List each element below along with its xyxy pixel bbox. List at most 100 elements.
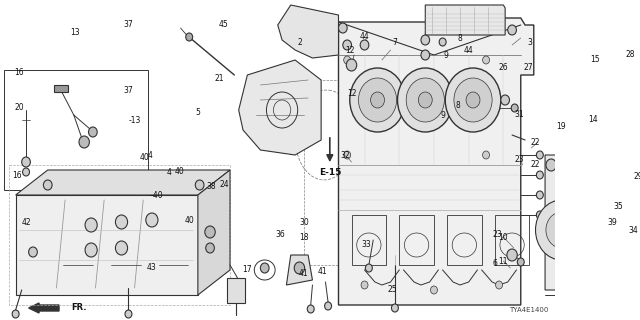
Circle shape (115, 241, 127, 255)
Text: -13: -13 (129, 116, 141, 124)
Circle shape (536, 171, 543, 179)
Text: 9: 9 (440, 110, 445, 119)
Circle shape (358, 78, 397, 122)
Circle shape (500, 95, 509, 105)
Text: 22: 22 (531, 138, 540, 147)
Circle shape (324, 302, 332, 310)
Text: 42: 42 (21, 218, 31, 227)
Bar (447, 215, 482, 265)
Circle shape (186, 33, 193, 41)
Circle shape (536, 200, 588, 260)
Bar (4, 70, 148, 190)
Circle shape (392, 304, 398, 312)
Circle shape (125, 310, 132, 318)
Text: 3: 3 (527, 37, 532, 46)
Text: 23: 23 (514, 155, 524, 164)
Text: 40: 40 (184, 215, 194, 225)
Text: 26: 26 (499, 62, 508, 71)
Circle shape (511, 104, 518, 112)
Text: 13: 13 (70, 28, 81, 36)
Circle shape (454, 78, 492, 122)
Polygon shape (15, 195, 198, 295)
Circle shape (79, 136, 90, 148)
Circle shape (445, 68, 500, 132)
Circle shape (397, 68, 453, 132)
Circle shape (536, 191, 543, 199)
Circle shape (604, 38, 612, 48)
Text: 41: 41 (299, 269, 308, 278)
Circle shape (205, 226, 215, 238)
Circle shape (146, 213, 158, 227)
Text: 12: 12 (347, 89, 356, 98)
Text: 20: 20 (14, 102, 24, 111)
Text: 37: 37 (124, 20, 133, 28)
Circle shape (350, 68, 405, 132)
Circle shape (517, 258, 524, 266)
Text: 10: 10 (499, 233, 508, 242)
Text: 40: 40 (175, 166, 184, 175)
Polygon shape (426, 5, 505, 35)
Text: 35: 35 (613, 202, 623, 211)
Text: 29: 29 (634, 172, 640, 180)
Circle shape (361, 281, 368, 289)
Polygon shape (239, 60, 321, 155)
Text: 33: 33 (362, 239, 371, 249)
Text: 5: 5 (195, 108, 200, 116)
Bar (399, 215, 434, 265)
Circle shape (85, 218, 97, 232)
Text: 37: 37 (124, 85, 133, 94)
Circle shape (546, 159, 556, 171)
Circle shape (507, 249, 517, 261)
Polygon shape (545, 155, 577, 290)
Circle shape (406, 78, 444, 122)
Text: 41: 41 (318, 267, 328, 276)
Text: 8: 8 (458, 34, 462, 43)
Text: 21: 21 (215, 74, 225, 83)
Circle shape (294, 262, 305, 274)
Polygon shape (198, 170, 230, 295)
Text: 22: 22 (531, 159, 540, 169)
Polygon shape (15, 170, 230, 195)
Text: 34: 34 (628, 226, 639, 235)
Circle shape (495, 281, 502, 289)
Circle shape (439, 38, 446, 46)
Text: –40: –40 (149, 190, 163, 199)
Text: 38: 38 (206, 181, 216, 190)
Text: 24: 24 (219, 180, 228, 188)
Text: FR.: FR. (71, 303, 86, 313)
Circle shape (44, 180, 52, 190)
Text: 36: 36 (275, 229, 285, 238)
Text: TYA4E1400: TYA4E1400 (509, 307, 548, 313)
Circle shape (344, 56, 351, 64)
Text: 16: 16 (14, 68, 24, 76)
Circle shape (22, 157, 30, 167)
Circle shape (421, 35, 429, 45)
Circle shape (29, 247, 37, 257)
Circle shape (602, 244, 612, 256)
Polygon shape (278, 5, 339, 58)
Circle shape (22, 168, 29, 176)
Circle shape (466, 92, 480, 108)
Text: 40: 40 (140, 153, 150, 162)
Circle shape (344, 151, 351, 159)
Text: 8: 8 (455, 100, 460, 109)
Text: 32: 32 (340, 150, 350, 159)
Text: 4: 4 (167, 167, 172, 177)
Text: 2: 2 (298, 37, 303, 46)
Circle shape (205, 243, 214, 253)
Text: 16: 16 (13, 171, 22, 180)
Circle shape (195, 180, 204, 190)
Circle shape (483, 151, 490, 159)
FancyArrow shape (29, 303, 59, 313)
Polygon shape (56, 185, 195, 278)
Text: 44: 44 (464, 45, 474, 54)
Circle shape (419, 92, 432, 108)
Circle shape (431, 286, 437, 294)
Bar (590, 165, 609, 225)
Text: 43: 43 (147, 262, 157, 271)
Circle shape (508, 25, 516, 35)
Circle shape (339, 23, 347, 33)
Text: 23: 23 (493, 229, 502, 238)
Text: 17: 17 (243, 265, 252, 274)
Circle shape (536, 151, 543, 159)
